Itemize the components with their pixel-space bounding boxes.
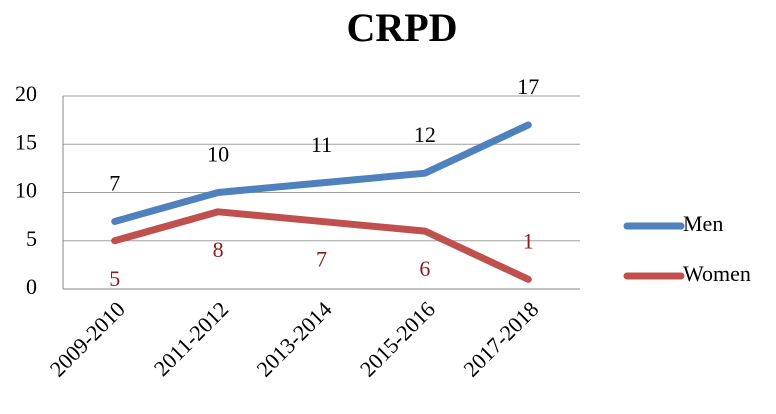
x-tick-label: 2015-2016 — [355, 296, 440, 381]
x-tick-label: 2009-2010 — [45, 296, 130, 381]
series-line — [111, 208, 532, 283]
y-tick-label: 15 — [15, 129, 37, 154]
x-tick-label: 2013-2014 — [252, 296, 337, 381]
data-label: 1 — [523, 228, 534, 253]
series-line — [111, 121, 532, 225]
y-tick-label: 5 — [26, 226, 37, 251]
y-tick-label: 0 — [26, 274, 37, 299]
y-tick-label: 10 — [15, 178, 37, 203]
legend-label: Women — [683, 261, 751, 286]
data-label: 10 — [207, 142, 229, 167]
data-label: 11 — [311, 132, 332, 157]
data-label: 6 — [419, 256, 430, 281]
x-tick-label: 2011-2012 — [149, 296, 234, 381]
data-label: 7 — [109, 170, 120, 195]
data-label: 7 — [316, 246, 327, 271]
legend-label: Men — [683, 211, 723, 236]
y-tick-label: 20 — [15, 81, 37, 106]
data-label: 5 — [109, 266, 120, 291]
x-tick-label: 2017-2018 — [458, 296, 543, 381]
data-label: 12 — [414, 122, 436, 147]
data-label: 8 — [213, 237, 224, 262]
chart-title: CRPD — [346, 5, 457, 50]
data-label: 17 — [517, 74, 539, 99]
